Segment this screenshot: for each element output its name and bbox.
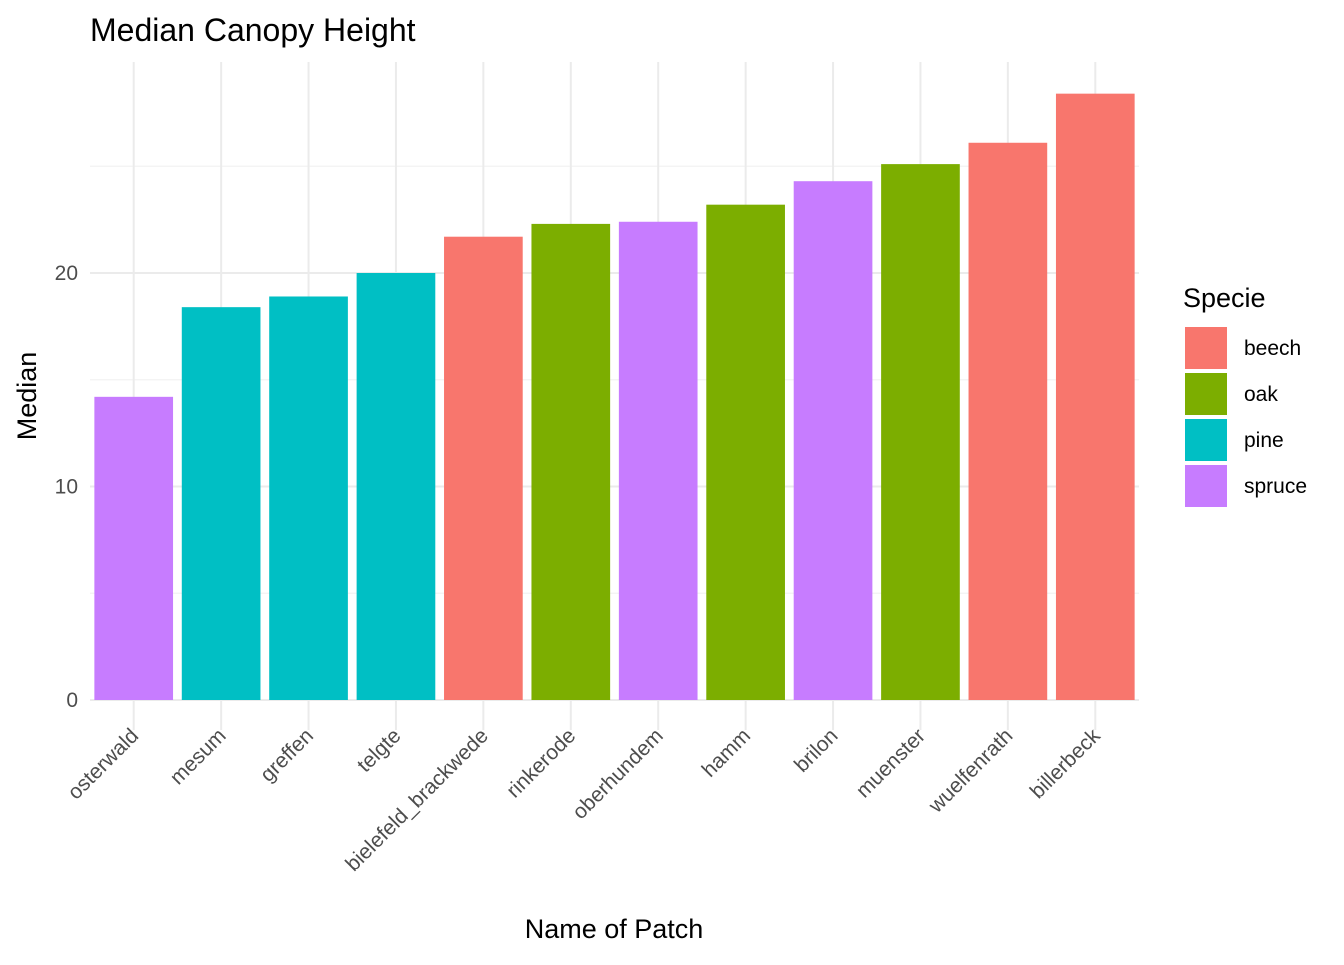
x-tick-label: mesum [166,724,231,789]
bar-osterwald [94,396,174,700]
bar-brilon [793,181,873,700]
x-tick-label: greffen [256,724,318,786]
bar-greffen [269,296,348,700]
y-axis-title: Median [12,352,42,441]
y-tick-label: 20 [55,262,78,285]
x-tick-label: hamm [698,724,756,782]
bar-hamm [706,204,785,700]
legend: Specie beech oak pine spruce [1183,283,1307,507]
x-tick-label: osterwald [63,724,143,804]
legend-label-pine: pine [1244,429,1284,452]
bar-wuelfenrath [968,142,1048,700]
bar-bielefeld_brackwede [444,236,523,700]
y-tick-labels: 0 10 20 [55,262,78,712]
x-tick-labels: osterwald mesum greffen telgtebielefeld_bra… [63,724,1105,876]
bar-rinkerode [531,223,611,700]
legend-title: Specie [1183,283,1266,313]
x-tick-label: wuelfenrath [924,724,1018,818]
y-tick-label: 0 [66,689,78,712]
legend-swatch-spruce [1185,465,1227,507]
x-tick-label: oberhundem [568,724,668,824]
bar-oberhundem [618,221,698,700]
legend-swatch-oak [1185,373,1227,415]
x-tick-label: muenster [852,724,930,802]
y-tick-label: 10 [55,476,78,499]
bar-mesum [181,307,261,700]
bar-telgte [356,273,436,700]
legend-label-oak: oak [1244,383,1278,406]
x-tick-label: billerbeck [1026,724,1105,803]
x-axis-title: Name of Patch [525,914,704,944]
x-tick-label: telgte [353,724,406,777]
legend-label-spruce: spruce [1244,475,1307,498]
bars-group [94,93,1135,701]
x-tick-label: brilon [790,724,843,777]
legend-swatch-beech [1185,327,1227,369]
x-tick-label: bielefeld_brackwede [341,724,493,876]
bar-muenster [881,164,960,701]
x-tick-label: rinkerode [502,724,580,802]
chart-title: Median Canopy Height [90,12,416,48]
legend-swatch-pine [1185,419,1227,461]
legend-label-beech: beech [1244,337,1301,360]
bar-billerbeck [1055,93,1135,700]
